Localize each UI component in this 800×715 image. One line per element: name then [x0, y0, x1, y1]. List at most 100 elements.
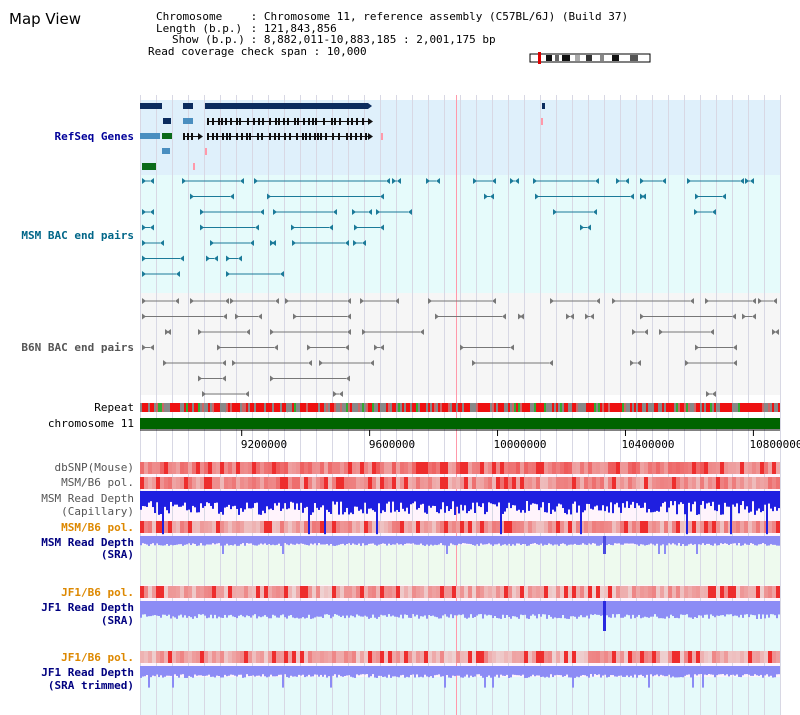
polymorphism-cell: [412, 462, 416, 474]
polymorphism-cell: [608, 586, 612, 598]
read-depth-bar: [370, 491, 372, 509]
polymorphism-cell: [412, 586, 416, 598]
read-depth-bar: [774, 666, 776, 678]
read-depth-bar: [746, 666, 748, 675]
read-depth-bar: [286, 601, 288, 619]
read-depth-bar: [526, 666, 528, 678]
repeat-label[interactable]: Repeat: [94, 401, 134, 414]
read-depth-bar: [670, 491, 672, 502]
msm-depth-capillary-label[interactable]: MSM Read Depth: [41, 492, 134, 505]
read-depth-bar: [152, 601, 154, 616]
polymorphism-cell: [192, 477, 196, 489]
repeat-element: [472, 403, 474, 412]
polymorphism-cell: [748, 462, 752, 474]
read-depth-bar: [158, 491, 160, 515]
repeat-element: [264, 403, 266, 412]
read-depth-bar: [374, 536, 376, 545]
read-depth-bar: [372, 666, 374, 675]
read-depth-bar: [550, 491, 552, 514]
repeat-element: [148, 403, 150, 412]
read-depth-bar: [500, 666, 502, 675]
read-depth-bar: [276, 601, 278, 618]
read-depth-bar: [732, 601, 734, 617]
read-depth-bar: [334, 601, 336, 615]
polymorphism-cell: [280, 586, 284, 598]
repeat-element: [528, 403, 530, 412]
read-depth-bar: [190, 601, 192, 618]
gene-exon: [309, 133, 311, 140]
bac-end-marker: [167, 329, 171, 335]
polymorphism-cell: [332, 521, 336, 533]
repeat-element: [152, 403, 154, 412]
repeat-element: [400, 403, 402, 412]
polymorphism-cell: [616, 586, 620, 598]
bac-end-marker: [585, 313, 589, 320]
polymorphism-cell: [724, 477, 728, 489]
read-depth-bar: [378, 491, 380, 504]
repeat-element: [298, 403, 300, 412]
read-depth-bar: [494, 491, 496, 505]
dbsnp-label[interactable]: dbSNP(Mouse): [54, 461, 134, 474]
read-depth-bar: [464, 491, 466, 506]
repeat-element: [546, 403, 548, 412]
polymorphism-cell: [712, 462, 716, 474]
repeat-element: [654, 403, 656, 412]
polymorphism-cell: [492, 651, 496, 663]
read-depth-bar: [368, 666, 370, 678]
jf1-depth-sra-label[interactable]: JF1 Read Depth: [41, 601, 134, 614]
polymorphism-cell: [516, 586, 520, 598]
read-depth-bar: [700, 601, 702, 616]
gene-block: [542, 103, 545, 109]
msm-bac-label[interactable]: MSM BAC end pairs: [21, 229, 134, 242]
read-depth-bar: [768, 536, 770, 546]
read-depth-bar: [554, 536, 556, 545]
read-depth-bar: [466, 536, 468, 544]
polymorphism-cell: [400, 477, 404, 489]
msm-b6-pol-sra-label[interactable]: MSM/B6 pol.: [61, 521, 134, 534]
read-depth-bar: [388, 601, 390, 615]
read-depth-bar: [144, 536, 146, 544]
read-depth-bar: [276, 666, 278, 677]
read-depth-bar: [674, 491, 676, 502]
read-depth-bar: [672, 536, 674, 544]
polymorphism-cell: [476, 477, 480, 489]
read-depth-bar: [624, 601, 626, 617]
polymorphism-cell: [760, 651, 764, 663]
read-depth-bar: [510, 491, 512, 509]
refseq-genes-label[interactable]: RefSeq Genes: [54, 130, 134, 143]
jf1-b6-pol-label[interactable]: JF1/B6 pol.: [61, 586, 134, 599]
read-depth-bar: [598, 601, 600, 615]
repeat-element: [660, 403, 662, 412]
jf1-depth-trimmed-label[interactable]: JF1 Read Depth: [41, 666, 134, 679]
read-depth-bar: [554, 666, 556, 676]
bac-end-marker: [198, 375, 202, 382]
read-depth-bar: [204, 601, 206, 616]
read-depth-bar: [206, 491, 208, 503]
repeat-element: [270, 403, 272, 412]
msm-b6-pol-label[interactable]: MSM/B6 pol.: [61, 476, 134, 489]
bac-end-marker: [245, 391, 249, 397]
polymorphism-cell: [572, 651, 576, 663]
repeat-element: [522, 403, 524, 412]
read-depth-bar: [256, 601, 258, 619]
gene-exon: [338, 133, 340, 140]
read-depth-bar: [554, 491, 556, 512]
msm-depth-sra-label[interactable]: MSM Read Depth: [41, 536, 134, 549]
chromosome-label[interactable]: chromosome 11: [47, 417, 134, 430]
read-depth-bar: [728, 601, 730, 615]
polymorphism-cell: [292, 651, 296, 663]
polymorphism-cell: [676, 651, 680, 663]
read-depth-bar: [606, 491, 608, 507]
polymorphism-cell: [564, 586, 568, 598]
jf1-b6-pol-trimmed-label[interactable]: JF1/B6 pol.: [61, 651, 134, 664]
b6n-bac-label[interactable]: B6N BAC end pairs: [21, 341, 134, 354]
read-depth-bar: [482, 601, 484, 619]
polymorphism-cell: [204, 462, 208, 474]
repeat-element: [392, 403, 394, 412]
read-depth-bar: [764, 666, 766, 676]
read-depth-bar: [398, 601, 400, 618]
ideogram-band: [612, 55, 619, 61]
polymorphism-cell: [320, 586, 324, 598]
